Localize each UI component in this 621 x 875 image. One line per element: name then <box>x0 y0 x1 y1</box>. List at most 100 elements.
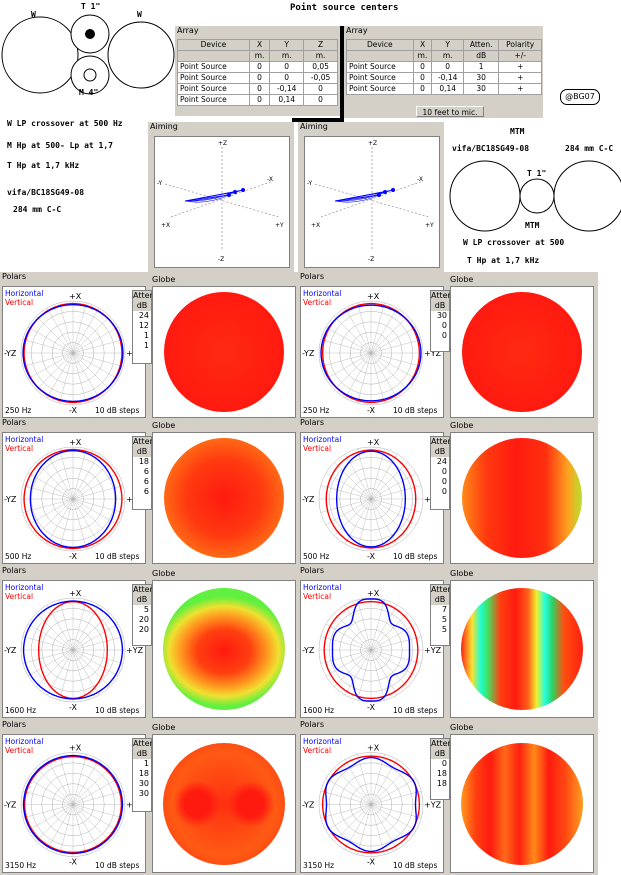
atten-value[interactable]: 1 <box>143 331 149 340</box>
aiming-view: +Z -Z -Y +Y +X -X <box>154 136 290 268</box>
atten-value[interactable]: 6 <box>143 477 149 486</box>
atten-value[interactable]: 24 <box>436 457 447 466</box>
device-cell[interactable]: Point Source <box>177 83 250 95</box>
device-cell[interactable]: Point Source <box>346 72 414 84</box>
note-driver-model: vifa/BC18SG49-08 <box>7 188 85 197</box>
atten-cell[interactable]: 30 <box>462 83 500 95</box>
x-cell[interactable]: 0 <box>412 83 433 95</box>
legend-vertical: Vertical <box>5 298 33 307</box>
device-cell[interactable]: Point Source <box>177 72 250 84</box>
atten-value[interactable]: 24 <box>138 311 149 320</box>
legend-vertical: Vertical <box>303 592 331 601</box>
column-header: Device <box>346 39 414 51</box>
unit-cell: m. <box>412 50 433 62</box>
atten-value[interactable]: 30 <box>138 789 149 798</box>
atten-value[interactable]: 0 <box>441 467 447 476</box>
z-cell[interactable]: -0,05 <box>303 72 338 84</box>
column-header: Y <box>431 39 464 51</box>
y-cell[interactable]: -0,14 <box>431 72 464 84</box>
atten-value[interactable]: 0 <box>441 321 447 330</box>
table-row[interactable]: Point Source 0 0 0,05 <box>177 61 338 73</box>
steps-label: 10 dB steps <box>393 406 437 415</box>
atten-value[interactable]: 0 <box>441 477 447 486</box>
atten-value[interactable]: 12 <box>138 321 149 330</box>
polarity-cell[interactable]: + <box>498 61 542 73</box>
frequency-label: 250 Hz <box>303 406 329 415</box>
atten-column: Atten. dB 1 18 30 30 <box>132 738 157 812</box>
table-row[interactable]: Point Source 0 -0,14 30 + <box>346 72 542 84</box>
table-row[interactable]: Point Source 0 0 -0,05 <box>177 72 338 84</box>
x-cell[interactable]: 0 <box>412 61 433 73</box>
y-cell[interactable]: 0 <box>269 61 305 73</box>
device-cell[interactable]: Point Source <box>177 94 250 106</box>
column-header: X <box>248 39 271 51</box>
z-cell[interactable]: 0 <box>303 94 338 106</box>
atten-value[interactable]: 20 <box>138 615 149 624</box>
grid-spoke <box>320 339 422 367</box>
y-cell[interactable]: -0,14 <box>269 83 305 95</box>
atten-value[interactable]: 1 <box>143 759 149 768</box>
polarity-cell[interactable]: + <box>498 72 542 84</box>
atten-value[interactable]: 6 <box>143 487 149 496</box>
atten-value[interactable]: 20 <box>138 625 149 634</box>
table-row[interactable]: Point Source 0 0,14 0 <box>177 94 338 106</box>
column-header: Polarity <box>498 39 542 51</box>
globe-title: Globe <box>450 275 474 284</box>
note-mid: M Hp at 500- Lp at 1,7 <box>7 141 113 150</box>
atten-value[interactable]: 7 <box>441 605 447 614</box>
y-cell[interactable]: 0 <box>431 61 464 73</box>
atten-value[interactable]: 5 <box>143 605 149 614</box>
z-cell[interactable]: 0 <box>303 83 338 95</box>
atten-value[interactable]: 6 <box>143 467 149 476</box>
device-cell[interactable]: Point Source <box>177 61 250 73</box>
aiming-ray <box>184 194 230 202</box>
atten-value[interactable]: 18 <box>436 779 447 788</box>
frequency-label: 1600 Hz <box>303 706 334 715</box>
y-cell[interactable]: 0 <box>269 72 305 84</box>
table-row[interactable]: Point Source 0 0,14 30 + <box>346 83 542 95</box>
globe-view <box>152 580 296 718</box>
atten-value[interactable]: 18 <box>138 769 149 778</box>
y-cell[interactable]: 0,14 <box>431 83 464 95</box>
atten-value[interactable]: 30 <box>436 311 447 320</box>
atten-value[interactable]: 18 <box>436 769 447 778</box>
x-cell[interactable]: 0 <box>248 94 271 106</box>
atten-value[interactable]: 5 <box>441 615 447 624</box>
x-cell[interactable]: 0 <box>248 83 271 95</box>
device-cell[interactable]: Point Source <box>346 61 414 73</box>
z-cell[interactable]: 0,05 <box>303 61 338 73</box>
legend-horizontal: Horizontal <box>5 289 43 298</box>
atten-value[interactable]: 5 <box>441 625 447 634</box>
device-cell[interactable]: Point Source <box>346 83 414 95</box>
atten-value[interactable]: 0 <box>441 759 447 768</box>
atten-value[interactable]: 0 <box>441 331 447 340</box>
polarity-cell[interactable]: + <box>498 83 542 95</box>
atten-value[interactable]: 18 <box>138 457 149 466</box>
axis-label: -YZ <box>4 495 17 504</box>
x-cell[interactable]: 0 <box>248 72 271 84</box>
axis-label: -X <box>367 858 375 867</box>
array-table-right: Device X Y Atten. Polarity m. m. dB +/- … <box>346 39 542 95</box>
atten-value[interactable]: 30 <box>138 779 149 788</box>
atten-cell[interactable]: 30 <box>462 72 500 84</box>
legend-horizontal: Horizontal <box>303 435 341 444</box>
unit-cell: m. <box>303 50 338 62</box>
y-cell[interactable]: 0,14 <box>269 94 305 106</box>
atten-header: Atten. <box>133 437 158 447</box>
mic-distance-button[interactable]: 10 feet to mic. <box>416 106 484 117</box>
atten-cell[interactable]: 1 <box>462 61 500 73</box>
x-cell[interactable]: 0 <box>412 72 433 84</box>
table-row[interactable]: Point Source 0 0 1 + <box>346 61 542 73</box>
aiming-view: +Z -Z -Y +Y +X -X <box>304 136 440 268</box>
globe-view <box>152 286 296 418</box>
table-row[interactable]: Point Source 0 -0,14 0 <box>177 83 338 95</box>
page-title: Point source centers <box>290 3 399 13</box>
horizontal-curve <box>22 754 124 855</box>
atten-value[interactable]: 0 <box>441 487 447 496</box>
atten-value[interactable]: 1 <box>143 341 149 350</box>
legend-horizontal: Horizontal <box>5 435 43 444</box>
axis-label: +X <box>311 222 320 229</box>
x-cell[interactable]: 0 <box>248 61 271 73</box>
